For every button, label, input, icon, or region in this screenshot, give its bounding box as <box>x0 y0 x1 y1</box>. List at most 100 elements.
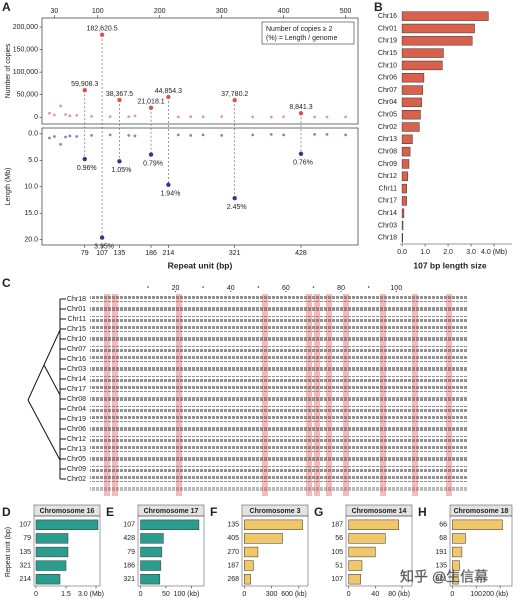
background-point <box>64 113 67 116</box>
bar <box>140 519 200 530</box>
background-point <box>48 136 51 140</box>
bar <box>348 560 363 571</box>
legend-box <box>261 21 355 45</box>
sequence-name: Chr01 <box>67 306 86 313</box>
category-label: Chr17 <box>378 198 397 205</box>
x-tick-label: 0 <box>347 591 351 598</box>
bar <box>244 519 303 530</box>
background-point <box>313 132 317 136</box>
panel-label: G <box>314 505 323 519</box>
ruler-dot <box>147 286 149 288</box>
top-x-tick-label: 500 <box>340 8 352 15</box>
length-point <box>232 195 237 201</box>
category-label: 187 <box>331 522 343 529</box>
sequence <box>90 406 468 412</box>
category-label: Chr01 <box>378 25 397 32</box>
x-tick-label: 0 <box>450 591 454 598</box>
copies-point <box>298 111 304 116</box>
background-point <box>52 135 56 138</box>
background-point <box>251 133 255 137</box>
category-label: Chr02 <box>378 124 397 131</box>
legend-text: (%) = Length / genome <box>266 35 338 42</box>
category-label: 268 <box>227 576 239 583</box>
category-label: 66 <box>439 522 447 529</box>
sequence-name: Chr16 <box>67 356 86 363</box>
copies-point <box>82 88 87 93</box>
sequence <box>90 356 468 362</box>
percent-label: 2.45% <box>227 204 247 211</box>
category-label: 321 <box>123 576 135 583</box>
bar <box>401 122 420 132</box>
category-label: 428 <box>123 535 135 542</box>
x-tick-label: 4.0 (Mb) <box>481 249 507 256</box>
sequence <box>90 366 468 372</box>
category-label: 187 <box>227 562 239 569</box>
x-tick-label: 3.0 (Mb) <box>78 591 104 598</box>
category-label: 191 <box>435 549 447 556</box>
sequence-name: Chr09 <box>67 466 86 473</box>
category-label: 214 <box>19 576 31 583</box>
sequence-name: Chr05 <box>67 456 86 463</box>
sequence <box>90 346 468 352</box>
bar <box>401 134 413 144</box>
bar <box>140 574 161 585</box>
category-label: 107 <box>19 522 31 529</box>
sequence-name: Chr11 <box>67 316 86 323</box>
bar <box>452 546 463 558</box>
category-label: Chr07 <box>378 87 397 94</box>
sequence <box>90 316 468 322</box>
category-label: 135 <box>19 549 31 556</box>
plot-frame <box>241 515 309 587</box>
background-point <box>344 115 348 119</box>
background-point <box>313 115 317 119</box>
background-point <box>68 114 72 118</box>
panel-label: B <box>374 0 383 14</box>
category-label: 135 <box>435 562 447 569</box>
conserved-column <box>176 294 182 496</box>
sequence-name: Chr17 <box>67 386 86 393</box>
facet-title: Chromosome 18 <box>454 508 509 515</box>
ruler-dot <box>312 286 315 288</box>
y-axis-label: Repeat unit (bp) <box>5 527 12 577</box>
y-tick-label: 100,000 <box>13 69 38 76</box>
category-label: 105 <box>331 549 343 556</box>
bar <box>452 519 503 530</box>
background-point <box>68 134 72 138</box>
copies-point <box>99 32 105 38</box>
background-point <box>64 135 67 139</box>
conserved-column <box>380 294 386 496</box>
top-x-tick-label: 100 <box>92 8 104 15</box>
x-tick-label: 135 <box>114 250 126 257</box>
conserved-column <box>326 294 332 496</box>
chart-title: 107 bp length size <box>413 260 486 270</box>
background-point <box>75 135 79 138</box>
y-tick-label: 0 <box>34 114 38 121</box>
background-point <box>176 115 180 119</box>
background-point <box>201 115 205 119</box>
category-label: Chr05 <box>378 112 397 119</box>
bar <box>401 73 425 83</box>
bar <box>401 196 407 206</box>
length-point <box>166 182 171 187</box>
category-label: Chr18 <box>378 235 397 242</box>
facet-title: Chromosome 14 <box>352 508 407 515</box>
x-tick-label: 40 <box>371 591 379 598</box>
copies-label: 38,367.5 <box>106 91 133 98</box>
x-tick-label: 600 (kb) <box>281 591 307 598</box>
category-label: 405 <box>227 535 239 542</box>
copies-point <box>166 94 171 100</box>
category-label: Chr09 <box>378 161 397 168</box>
bar <box>348 574 361 585</box>
y-tick-label: 5.0 <box>28 157 38 164</box>
x-tick-label: 0 <box>139 591 143 598</box>
category-label: 56 <box>335 535 343 542</box>
sequence-name: Chr14 <box>67 376 86 383</box>
category-label: 107 <box>331 576 343 583</box>
sequence <box>90 416 468 422</box>
consensus <box>90 487 468 492</box>
sequence-name: Chr03 <box>67 366 86 373</box>
plot-frame <box>345 515 413 587</box>
sequence-name: Chr18 <box>67 296 86 303</box>
background-point <box>325 132 329 136</box>
